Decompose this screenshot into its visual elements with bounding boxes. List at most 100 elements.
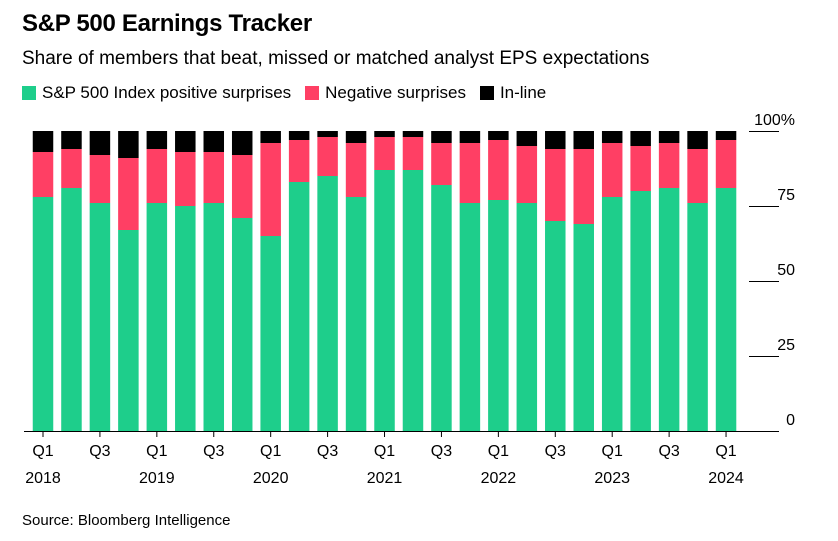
bar-segment-positive xyxy=(61,188,82,431)
bar-segment-negative xyxy=(288,140,310,182)
bar-segment-inline xyxy=(630,131,651,146)
x-tick-label-quarter: Q3 xyxy=(545,443,566,460)
bar-segment-negative xyxy=(175,152,196,206)
bar-segment-negative xyxy=(658,143,680,188)
x-tick-label-quarter: Q3 xyxy=(658,443,679,460)
bar-segment-inline xyxy=(175,131,196,152)
bar-segment-positive xyxy=(345,197,367,431)
bar-segment-inline xyxy=(402,131,424,137)
bar-segment-positive xyxy=(601,197,623,431)
y-tick-label: 50 xyxy=(777,262,795,279)
bar-segment-inline xyxy=(516,131,538,146)
bar-segment-inline xyxy=(61,131,82,149)
bar-segment-positive xyxy=(260,236,281,431)
legend-label-positive: S&P 500 Index positive surprises xyxy=(42,83,292,102)
bar-segment-negative xyxy=(231,155,253,218)
bar-segment-inline xyxy=(288,131,310,140)
bar-segment-positive xyxy=(288,182,310,431)
bar-segment-positive xyxy=(516,203,538,431)
x-tick-label-year: 2019 xyxy=(139,470,175,487)
x-tick-label-quarter: Q1 xyxy=(602,443,623,460)
x-tick-label-quarter: Q1 xyxy=(715,443,736,460)
bar-segment-inline xyxy=(374,131,395,137)
bar-segment-negative xyxy=(630,146,651,191)
y-tick-label: 0 xyxy=(786,412,795,429)
bar-segment-positive xyxy=(203,203,225,431)
bar-segment-positive xyxy=(402,170,424,431)
legend-label-negative: Negative surprises xyxy=(325,83,466,102)
bar-segment-inline xyxy=(431,131,452,143)
bar-segment-positive xyxy=(545,221,566,431)
bar-segment-positive xyxy=(175,206,196,431)
bar-segment-positive xyxy=(630,191,651,431)
bar-segment-inline xyxy=(146,131,168,149)
bar-segment-positive xyxy=(573,224,594,431)
bar-segment-negative xyxy=(260,143,281,236)
y-tick-label: 100% xyxy=(754,112,795,129)
bar-segment-negative xyxy=(459,143,481,203)
bar-segment-negative xyxy=(32,152,54,197)
bar-segment-positive xyxy=(89,203,111,431)
legend-swatch-positive xyxy=(22,86,36,100)
bar-segment-negative xyxy=(715,140,737,188)
chart-legend: S&P 500 Index positive surprises Negativ… xyxy=(22,83,560,103)
x-tick-label-year: 2022 xyxy=(481,470,517,487)
source-note: Source: Bloomberg Intelligence xyxy=(22,512,231,529)
bar-segment-negative xyxy=(516,146,538,203)
x-tick-label-quarter: Q1 xyxy=(146,443,167,460)
bar-segment-inline xyxy=(89,131,111,155)
bar-segment-inline xyxy=(32,131,54,152)
bar-segment-inline xyxy=(345,131,367,143)
bar-segment-positive xyxy=(488,200,509,431)
legend-item-positive: S&P 500 Index positive surprises xyxy=(22,83,291,103)
x-tick-label-year: 2018 xyxy=(25,470,61,487)
bar-segment-positive xyxy=(374,170,395,431)
bar-segment-inline xyxy=(658,131,680,143)
bar-segment-negative xyxy=(687,149,708,203)
bar-segment-inline xyxy=(488,131,509,140)
bar-segment-inline xyxy=(545,131,566,149)
x-tick-label-quarter: Q3 xyxy=(203,443,224,460)
bar-segment-positive xyxy=(118,230,139,431)
bar-segment-positive xyxy=(231,218,253,431)
chart-title: S&P 500 Earnings Tracker xyxy=(22,10,312,37)
bar-segment-inline xyxy=(715,131,737,140)
bar-segment-positive xyxy=(431,185,452,431)
bar-segment-inline xyxy=(317,131,338,137)
bar-segment-positive xyxy=(687,203,708,431)
x-tick-label-quarter: Q1 xyxy=(32,443,53,460)
bar-segment-negative xyxy=(374,137,395,170)
bar-segment-negative xyxy=(61,149,82,188)
bar-segment-inline xyxy=(601,131,623,143)
bar-segment-positive xyxy=(658,188,680,431)
bar-segment-positive xyxy=(32,197,54,431)
legend-swatch-inline xyxy=(479,86,494,100)
chart-subtitle: Share of members that beat, missed or ma… xyxy=(22,48,650,69)
bar-segment-inline xyxy=(687,131,708,149)
bar-segment-negative xyxy=(431,143,452,185)
legend-swatch-negative xyxy=(305,86,320,100)
x-tick-label-year: 2023 xyxy=(594,470,630,487)
bar-segment-positive xyxy=(715,188,737,431)
x-tick-label-year: 2020 xyxy=(253,470,289,487)
bar-segment-positive xyxy=(459,203,481,431)
bar-segment-negative xyxy=(545,149,566,221)
bar-segment-negative xyxy=(402,137,424,170)
x-tick-label-quarter: Q1 xyxy=(374,443,395,460)
y-tick-label: 75 xyxy=(777,187,795,204)
bar-segment-negative xyxy=(203,152,225,203)
x-tick-label-year: 2021 xyxy=(367,470,403,487)
bar-segment-inline xyxy=(203,131,225,152)
bar-segment-negative xyxy=(488,140,509,200)
legend-label-inline: In-line xyxy=(499,83,547,102)
x-tick-label-year: 2024 xyxy=(708,470,744,487)
bar-segment-negative xyxy=(601,143,623,197)
x-tick-label-quarter: Q3 xyxy=(431,443,452,460)
x-tick-label-quarter: Q3 xyxy=(317,443,338,460)
bar-segment-inline xyxy=(231,131,253,155)
bar-segment-negative xyxy=(345,143,367,197)
bar-segment-positive xyxy=(146,203,168,431)
y-tick-label: 25 xyxy=(777,337,795,354)
bar-segment-positive xyxy=(317,176,338,431)
